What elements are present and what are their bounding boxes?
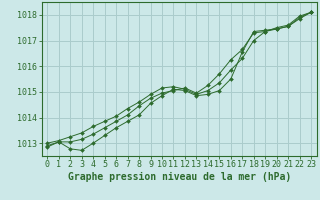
X-axis label: Graphe pression niveau de la mer (hPa): Graphe pression niveau de la mer (hPa) [68,172,291,182]
